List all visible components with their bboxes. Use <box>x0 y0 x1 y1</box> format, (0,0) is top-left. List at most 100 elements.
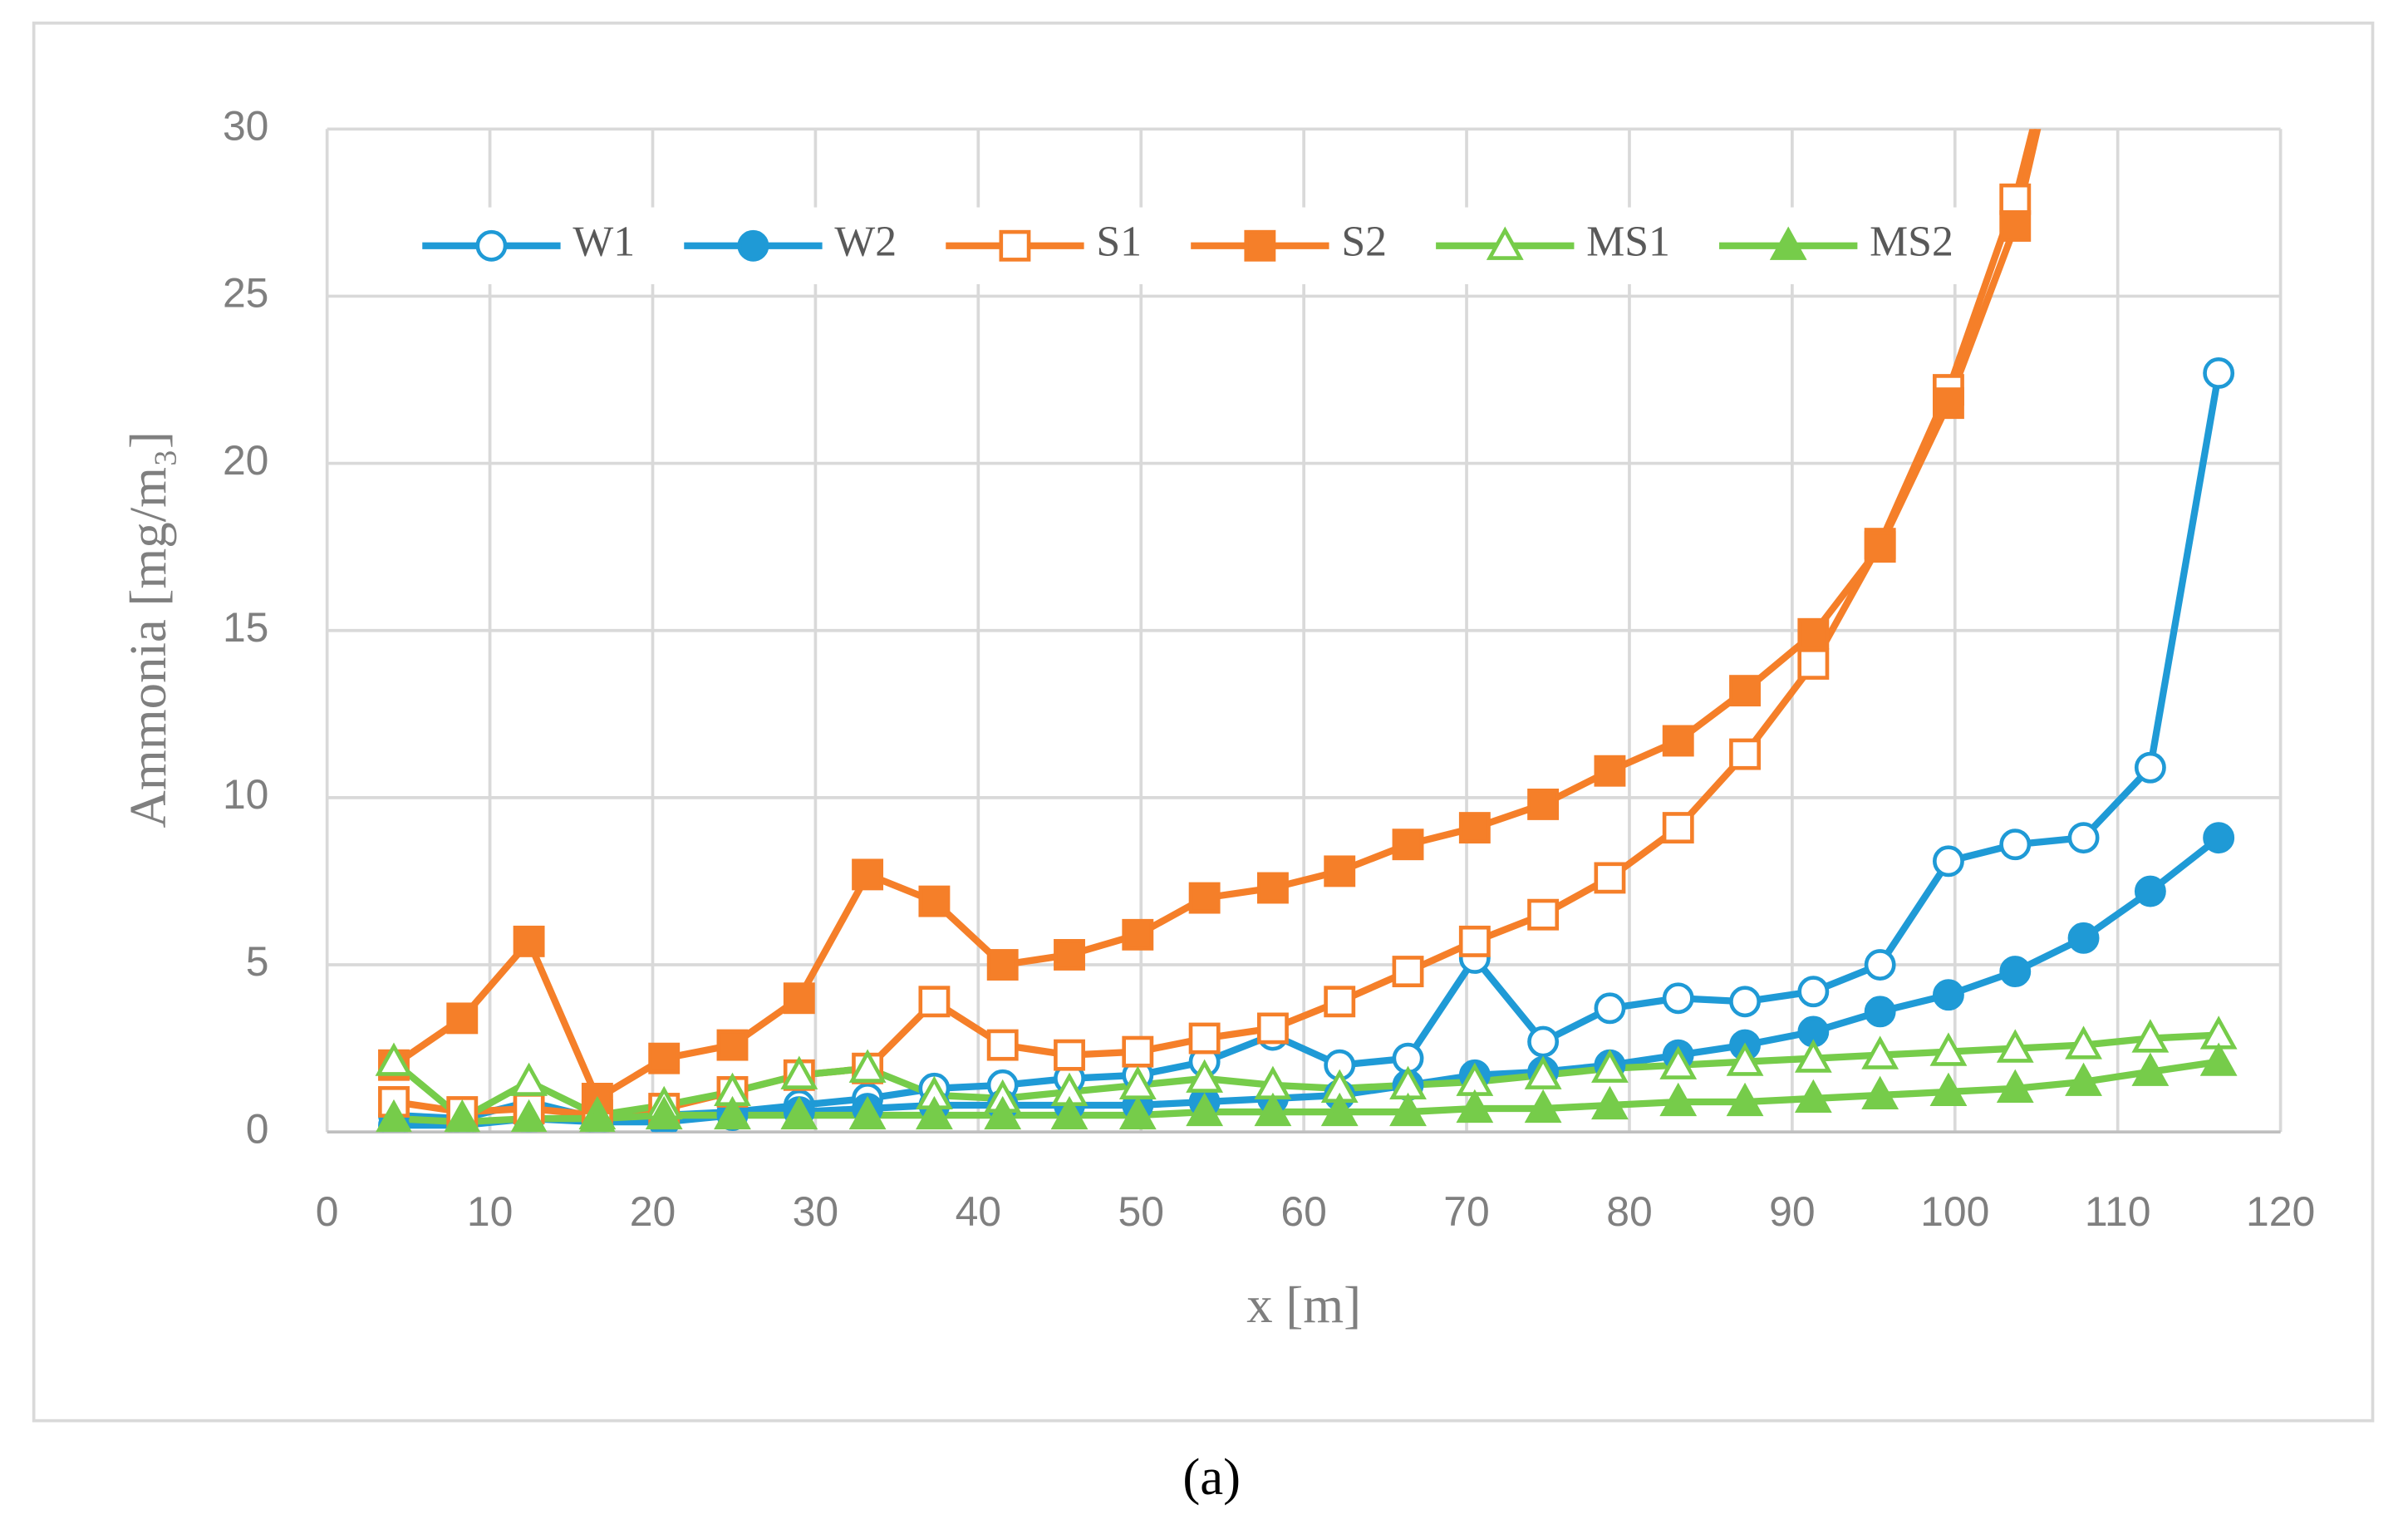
marker <box>1456 1089 1494 1124</box>
series-line <box>391 1031 2219 1123</box>
legend-label: S1 <box>1096 219 1142 266</box>
marker <box>918 986 951 1018</box>
marker <box>2203 357 2235 389</box>
marker <box>1050 1095 1089 1130</box>
marker <box>1861 1075 1899 1110</box>
marker <box>986 949 1019 981</box>
x-axis-title: x [m] <box>1246 1276 1361 1334</box>
marker <box>1729 675 1761 707</box>
legend-label: MS1 <box>1586 219 1670 266</box>
marker <box>714 1095 751 1130</box>
marker <box>1188 1022 1221 1055</box>
marker <box>1320 1092 1359 1127</box>
x-tick-label: 110 <box>2085 1188 2151 1235</box>
marker <box>1932 979 1964 1011</box>
marker <box>1324 986 1356 1018</box>
marker <box>1797 976 1830 1008</box>
marker <box>1864 531 1896 563</box>
marker <box>1591 1085 1629 1120</box>
marker <box>1729 738 1761 770</box>
x-tick-label: 120 <box>2246 1188 2315 1235</box>
marker <box>2131 1019 2170 1053</box>
marker <box>2065 1062 2102 1096</box>
y-tick-label: 10 <box>223 771 269 818</box>
y-tick-label: 5 <box>246 938 269 985</box>
marker <box>1794 1039 1832 1073</box>
x-tick-label: 100 <box>1920 1188 1989 1235</box>
marker <box>376 1099 412 1133</box>
x-tick-label: 80 <box>1606 1188 1652 1235</box>
marker <box>1726 1082 1764 1117</box>
marker <box>1659 1045 1698 1079</box>
marker <box>1729 986 1761 1018</box>
marker <box>1999 956 2032 988</box>
marker <box>1932 387 1964 420</box>
marker <box>510 1099 548 1133</box>
legend-label: W1 <box>573 219 635 266</box>
marker <box>1594 755 1626 787</box>
marker <box>986 1029 1019 1061</box>
marker <box>1254 1092 1292 1127</box>
marker <box>579 1099 616 1133</box>
marker <box>737 229 769 262</box>
grid: 0 5 10 15 20 25 30 0 10 20 30 40 50 60 70 80 90 100 110 120 <box>223 102 2315 1235</box>
marker <box>780 1095 818 1130</box>
y-tick-label: 20 <box>223 437 269 484</box>
marker <box>2203 822 2235 854</box>
marker <box>1458 925 1491 957</box>
legend-label: S2 <box>1341 219 1387 266</box>
marker <box>1392 829 1424 861</box>
marker <box>1662 812 1694 844</box>
marker <box>1118 1095 1157 1130</box>
marker <box>513 925 545 957</box>
marker <box>1794 1079 1832 1114</box>
x-tick-label: 30 <box>793 1188 839 1235</box>
x-tick-label: 40 <box>956 1188 1002 1235</box>
marker <box>1999 829 2032 861</box>
x-tick-label: 90 <box>1769 1188 1816 1235</box>
marker <box>999 229 1031 262</box>
marker <box>1864 996 1896 1028</box>
y-tick-label: 0 <box>246 1105 269 1152</box>
marker <box>1662 725 1694 757</box>
marker <box>1188 882 1221 914</box>
marker <box>645 1095 683 1130</box>
marker <box>1861 1035 1899 1069</box>
series-line <box>393 1058 2219 1126</box>
marker <box>1797 617 1830 650</box>
caption: (a) <box>1182 1448 1241 1506</box>
marker <box>852 858 884 891</box>
marker <box>1256 1012 1289 1045</box>
marker <box>1458 812 1491 844</box>
legend: W1 W2 S1 S2 MS1 MS2 <box>384 207 1966 284</box>
marker <box>918 885 951 917</box>
marker <box>1797 648 1830 680</box>
marker <box>1659 1082 1698 1117</box>
x-tick-label: 60 <box>1280 1188 1327 1235</box>
marker <box>1527 898 1560 931</box>
marker <box>1996 1069 2034 1103</box>
marker <box>1122 1035 1154 1068</box>
marker <box>2134 751 2166 784</box>
marker <box>2199 1042 2238 1076</box>
marker <box>780 1055 818 1089</box>
y-tick-label: 25 <box>223 270 269 317</box>
marker <box>1524 1055 1562 1089</box>
marker <box>1054 1039 1085 1071</box>
marker <box>2067 922 2100 954</box>
marker <box>1527 788 1560 820</box>
marker <box>848 1095 887 1130</box>
plot <box>375 129 2238 1133</box>
marker <box>1999 183 2032 215</box>
marker <box>1726 1042 1764 1076</box>
x-tick-label: 0 <box>316 1188 339 1235</box>
marker <box>848 1049 887 1083</box>
marker <box>1324 855 1356 888</box>
marker <box>1392 956 1424 988</box>
marker <box>1662 982 1694 1015</box>
marker <box>1932 845 1964 878</box>
marker <box>1591 1049 1629 1083</box>
marker <box>1999 210 2032 242</box>
